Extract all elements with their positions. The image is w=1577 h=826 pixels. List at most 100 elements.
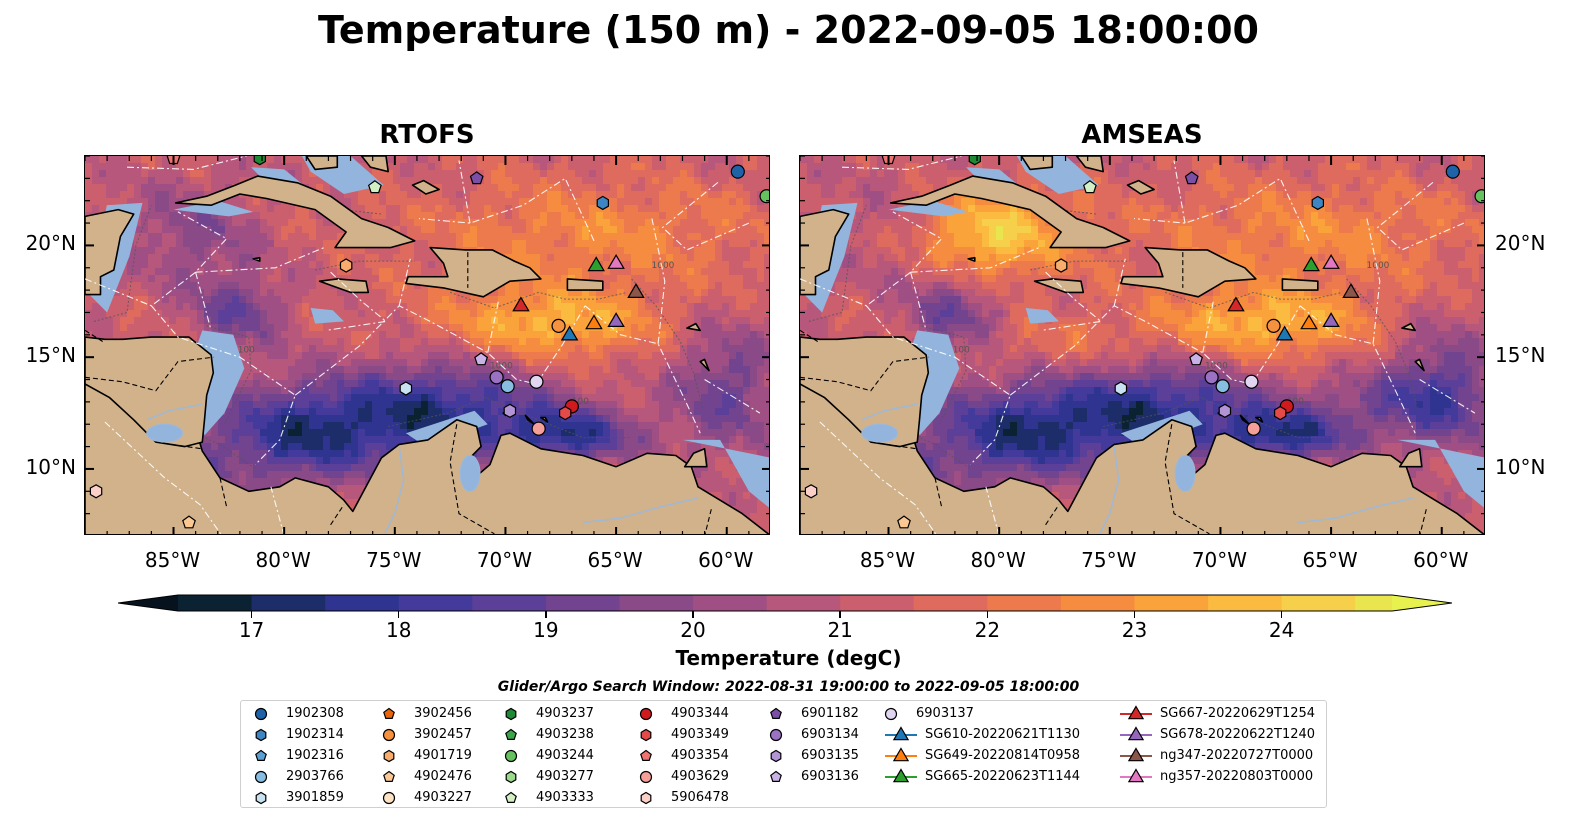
observation-6903134[interactable] xyxy=(1204,370,1219,385)
observation-4903333[interactable] xyxy=(367,180,382,194)
observation-4901719[interactable] xyxy=(339,258,353,273)
land-polygon xyxy=(800,208,850,296)
observation-6901182[interactable] xyxy=(1184,171,1199,185)
legend-entry-label: 4903244 xyxy=(536,748,594,763)
observation-ng347-20220727T0000[interactable] xyxy=(1342,283,1360,298)
observation-4903629[interactable] xyxy=(531,421,546,436)
observation-5906478[interactable] xyxy=(804,484,818,499)
observation-3902457[interactable] xyxy=(551,318,566,333)
observation-SG649-20220814T0958[interactable] xyxy=(585,314,603,330)
observation-4903349[interactable] xyxy=(1274,405,1287,421)
observation-6903135[interactable] xyxy=(503,403,517,418)
observation-2903766[interactable] xyxy=(1215,379,1230,394)
observation-4902476[interactable] xyxy=(897,515,911,529)
observation-6901182[interactable] xyxy=(469,171,484,185)
lon-tick-label: 80°W xyxy=(255,548,311,572)
lon-tick-label: 60°W xyxy=(698,548,754,572)
observation-ng357-20220803T0000[interactable] xyxy=(1322,254,1340,269)
colorbar-tick-mark xyxy=(397,611,400,618)
eez-boundary xyxy=(487,298,500,353)
colorbar-segment xyxy=(987,595,1062,611)
legend-entry-label: 4903237 xyxy=(536,706,594,721)
eez-boundary xyxy=(85,211,228,307)
observation-4902476[interactable] xyxy=(182,515,196,529)
legend-entry-label: SG649-20220814T0958 xyxy=(925,748,1081,763)
observation-SG667-20220629T1254[interactable] xyxy=(512,296,530,312)
observation-SG610-20220621T1130[interactable] xyxy=(560,325,579,341)
triangle-marker-icon xyxy=(1120,726,1152,741)
observation-SG665-20220623T1144[interactable] xyxy=(1302,256,1320,272)
observation-6903137[interactable] xyxy=(529,374,544,389)
observation-SG665-20220623T1144[interactable] xyxy=(587,256,605,272)
observation-4903333[interactable] xyxy=(1082,180,1097,194)
observation-6903135[interactable] xyxy=(1218,403,1232,418)
legend-entry-label: 6903137 xyxy=(916,706,974,721)
observation-SG649-20220814T0958[interactable] xyxy=(1300,314,1318,330)
panel-title-amseas: AMSEAS xyxy=(1081,120,1203,150)
observation-3901859[interactable] xyxy=(1114,381,1128,396)
colorbar-segment xyxy=(1208,595,1283,611)
legend-entry-label: SG610-20220621T1130 xyxy=(925,727,1081,742)
pentagon-marker-icon xyxy=(640,749,652,761)
observation-SG667-20220629T1254[interactable] xyxy=(1227,296,1245,312)
observation-1902308[interactable] xyxy=(730,164,745,179)
eez-boundary xyxy=(1365,216,1381,344)
legend-entry-label: 4902476 xyxy=(414,769,472,784)
eez-boundary xyxy=(985,486,1000,534)
observation-4903354[interactable] xyxy=(166,156,181,165)
isobath-line xyxy=(808,205,867,322)
amseas-map[interactable]: 100010001001000100 xyxy=(799,155,1485,535)
land-polygon xyxy=(85,336,215,448)
observation-SG678-20220622T1240[interactable] xyxy=(1322,312,1340,327)
observation-SG678-20220622T1240[interactable] xyxy=(607,312,625,327)
observation-4903349[interactable] xyxy=(559,405,572,421)
lat-tick-label: 15°N xyxy=(25,343,76,368)
observation-3901859[interactable] xyxy=(399,381,413,396)
legend-entry-label: SG667-20220629T1254 xyxy=(1160,706,1316,721)
map-svg: 100010001001000100 xyxy=(85,156,770,534)
lat-tick-label: 10°N xyxy=(1495,454,1546,479)
legend-entry-label: 3902456 xyxy=(414,706,472,721)
observation-6903137[interactable] xyxy=(1244,374,1259,389)
legend-entry-label: 6903134 xyxy=(801,727,859,742)
observation-1902308[interactable] xyxy=(1445,164,1460,179)
colorbar-tick-label: 24 xyxy=(1268,618,1295,642)
circle-marker-icon xyxy=(504,749,518,763)
colorbar-tick-mark xyxy=(545,611,547,618)
observation-SG610-20220621T1130[interactable] xyxy=(1275,325,1294,341)
observation-1902314[interactable] xyxy=(596,195,610,211)
lon-tick-label: 85°W xyxy=(144,548,201,572)
observation-4901719[interactable] xyxy=(1054,258,1068,273)
observation-5906478[interactable] xyxy=(89,484,103,499)
observation-ng347-20220727T0000[interactable] xyxy=(627,283,645,298)
isobath-label: 100 xyxy=(572,397,589,407)
eez-boundary xyxy=(195,247,325,273)
hexagon-marker-icon xyxy=(255,728,267,742)
observation-6903136[interactable] xyxy=(1189,352,1204,366)
observation-6903136[interactable] xyxy=(474,352,489,366)
eez-boundary xyxy=(1113,258,1126,306)
isobath-line xyxy=(93,205,152,322)
observation-ng357-20220803T0000[interactable] xyxy=(607,254,625,269)
legend-entry-label: 1902308 xyxy=(286,706,344,721)
colorbar-over-triangle xyxy=(1392,595,1452,611)
circle-marker-icon xyxy=(382,791,396,805)
colorbar-scale xyxy=(117,594,1453,612)
pentagon-marker-icon xyxy=(505,728,517,740)
observation-4903244[interactable] xyxy=(1474,189,1485,204)
rtofs-map[interactable]: 100010001001000100 xyxy=(84,155,770,535)
hexagon-marker-icon xyxy=(640,791,652,805)
observation-4903629[interactable] xyxy=(1246,421,1261,436)
observation-3902457[interactable] xyxy=(1266,318,1281,333)
legend-entry-label: SG678-20220622T1240 xyxy=(1160,727,1316,742)
lon-tick-label: 65°W xyxy=(1302,548,1358,572)
land-polygon xyxy=(967,256,976,262)
eez-boundary xyxy=(1250,305,1301,385)
observation-1902314[interactable] xyxy=(1311,195,1325,211)
triangle-marker-icon xyxy=(885,768,917,783)
observation-4903244[interactable] xyxy=(759,189,770,204)
observation-6903134[interactable] xyxy=(489,370,504,385)
legend-entry-label: 4903354 xyxy=(671,748,729,763)
observation-2903766[interactable] xyxy=(500,379,515,394)
observation-4903354[interactable] xyxy=(881,156,896,165)
